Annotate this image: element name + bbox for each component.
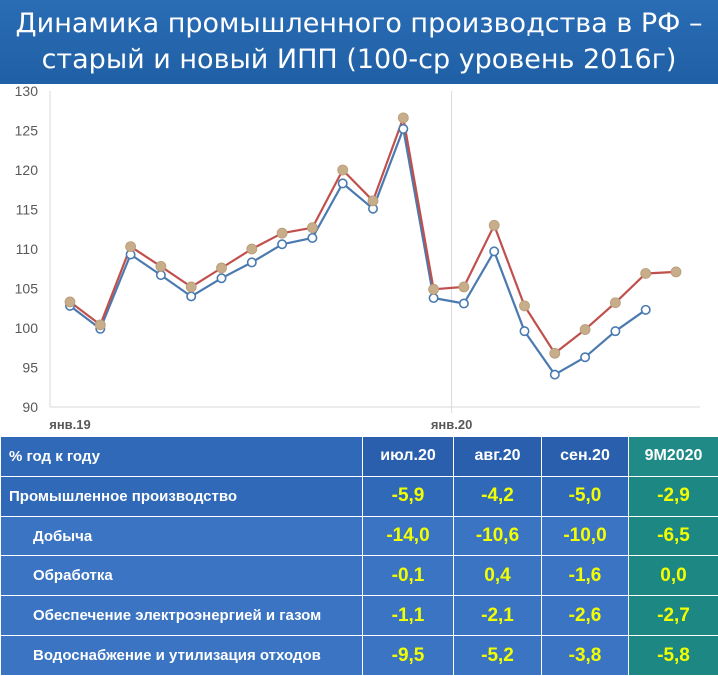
y-tick-label: 115: [16, 202, 39, 218]
table-cell-9m: -6,5: [628, 515, 718, 557]
chart-title-line-1: Динамика промышленного производства в РФ…: [15, 8, 703, 39]
row-label-energy: Обеспечение электроэнергией и газом: [0, 595, 363, 637]
table-cell: -1,1: [362, 595, 454, 637]
data-point-new: [670, 266, 682, 278]
data-point-old: [610, 326, 621, 337]
table-cell: -2,1: [453, 595, 542, 637]
table-row: Водоснабжение и утилизация отходов -9,5 …: [0, 635, 718, 676]
y-tick-label: 125: [15, 123, 39, 139]
table-cell: -14,0: [362, 515, 454, 557]
data-point-old: [337, 178, 348, 189]
data-point-old: [186, 291, 197, 302]
data-point-new: [579, 324, 591, 335]
series-line-1: [69, 116, 677, 355]
data-point-new: [64, 296, 76, 308]
y-tick-label: 120: [15, 162, 39, 178]
table-header-jul: июл.20: [362, 436, 454, 477]
table-header-label: % год к году: [0, 436, 363, 477]
table-cell-9m: 0,0: [628, 555, 718, 597]
data-point-old: [640, 304, 651, 315]
data-point-new: [94, 319, 106, 331]
x-tick-label: янв.20: [431, 417, 473, 432]
data-point-old: [155, 270, 166, 281]
table-row: Добыча -14,0 -10,6 -10,0 -6,5: [0, 515, 718, 557]
row-label-industry: Промышленное производство: [0, 475, 363, 517]
chart-title: Динамика промышленного производства в РФ…: [0, 0, 718, 84]
data-point-new: [337, 164, 349, 176]
data-point-old: [549, 369, 560, 380]
line-chart: 90 95 100 105 110 115 120 125 130 янв.19 янв.20: [15, 84, 700, 432]
data-point-new: [125, 241, 137, 253]
chart-title-line-2: старый и новый ИПП (100-ср уровень 2016г…: [41, 44, 677, 75]
data-point-old: [580, 352, 591, 363]
y-tick-label: 100: [15, 320, 39, 336]
table-cell-9m: -2,7: [628, 595, 718, 637]
table-cell: -4,2: [453, 475, 542, 517]
data-point-old: [458, 298, 469, 309]
table-cell: -10,6: [453, 515, 542, 557]
table-cell: -2,6: [541, 595, 629, 637]
row-label-mining: Добыча: [0, 515, 363, 557]
data-point-old: [519, 326, 530, 337]
table-cell: 0,4: [453, 555, 542, 597]
table-row: Обеспечение электроэнергией и газом -1,1…: [0, 595, 718, 637]
chart-area: 90 95 100 105 110 115 120 125 130 янв.19 янв.20: [0, 84, 718, 436]
data-point-new: [488, 219, 500, 231]
table-header-aug: авг.20: [453, 436, 542, 477]
stats-table: % год к году июл.20 авг.20 сен.20 9М2020…: [0, 436, 718, 676]
table-cell: -10,0: [541, 515, 629, 557]
series-line-0: [69, 127, 647, 376]
data-point-new: [185, 281, 197, 293]
data-point-new: [216, 262, 227, 274]
data-point-new: [458, 281, 470, 293]
data-point-old: [489, 246, 500, 257]
data-point-new: [397, 112, 409, 124]
data-point-old: [277, 239, 288, 250]
y-tick-label: 90: [22, 399, 38, 415]
table-cell-9m: -2,9: [628, 475, 718, 517]
data-point-new: [276, 227, 288, 239]
table-header-row: % год к году июл.20 авг.20 сен.20 9М2020: [0, 436, 718, 477]
y-tick-label: 110: [16, 241, 39, 257]
y-tick-label: 95: [22, 360, 38, 376]
y-tick-label: 105: [15, 281, 39, 297]
table-header-sep: сен.20: [541, 436, 629, 477]
row-label-water: Водоснабжение и утилизация отходов: [0, 635, 363, 676]
data-point-old: [428, 292, 439, 303]
table-cell: -0,1: [362, 555, 454, 597]
data-point-new: [155, 260, 167, 272]
table-cell: -5,2: [453, 635, 542, 676]
table-header-9m: 9М2020: [628, 436, 718, 477]
data-point-new: [428, 283, 440, 295]
x-tick-label: янв.19: [49, 417, 91, 432]
table-cell-9m: -5,8: [628, 635, 718, 676]
data-point-old: [216, 273, 227, 284]
table-row: Промышленное производство -5,9 -4,2 -5,0…: [0, 475, 718, 517]
data-point-new: [519, 300, 530, 312]
data-point-new: [246, 243, 258, 255]
y-tick-label: 130: [15, 84, 39, 99]
table-cell: -1,6: [541, 555, 629, 597]
table-row: Обработка -0,1 0,4 -1,6 0,0: [0, 555, 718, 597]
table-cell: -9,5: [362, 635, 454, 676]
data-point-new: [367, 195, 379, 207]
data-point-old: [398, 123, 409, 134]
data-point-new: [610, 297, 621, 309]
data-point-new: [640, 268, 652, 279]
data-point-new: [306, 222, 318, 234]
data-point-old: [307, 232, 318, 243]
data-point-old: [246, 257, 257, 268]
data-point-new: [549, 347, 561, 359]
row-label-manufacturing: Обработка: [0, 555, 363, 597]
table-cell: -5,0: [541, 475, 629, 517]
table-cell: -3,8: [541, 635, 629, 676]
table-cell: -5,9: [362, 475, 454, 517]
